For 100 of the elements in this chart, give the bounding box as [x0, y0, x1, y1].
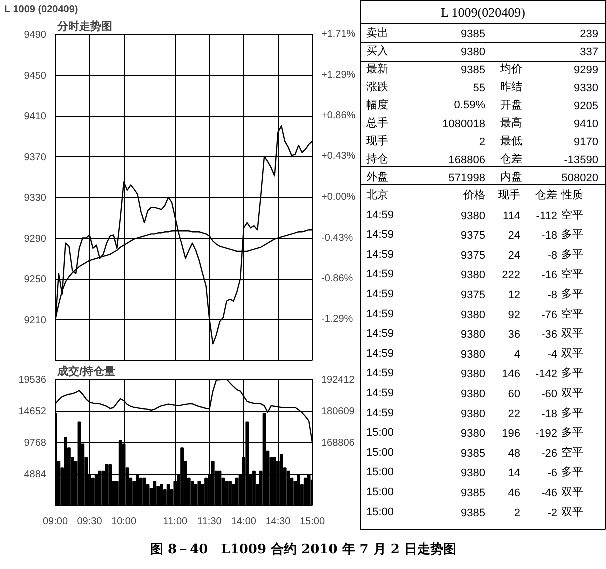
text: 22 — [508, 408, 521, 420]
text: 最新 — [366, 62, 388, 76]
text: 55 — [473, 82, 486, 94]
x-tick-label: 09:00 — [42, 516, 68, 528]
text: 9299 — [574, 64, 599, 76]
text: 性质 — [560, 188, 584, 202]
text: 9385 — [461, 488, 486, 500]
text: 空平 — [562, 446, 584, 459]
y-tick-label: 9250 — [24, 274, 47, 286]
text: 14:59 — [366, 388, 394, 400]
text: -8 — [548, 290, 558, 302]
text: 9380 — [461, 348, 486, 361]
text: -4 — [548, 348, 558, 361]
text: 双平 — [562, 486, 584, 498]
text: 9380 — [461, 329, 486, 342]
text: 9380 — [461, 408, 486, 420]
text: 空平 — [562, 307, 584, 320]
text: 60 — [508, 388, 521, 400]
text: -16 — [542, 270, 558, 282]
text: -26 — [542, 448, 558, 460]
text: 仓差 — [500, 154, 522, 166]
text: 双平 — [562, 348, 584, 360]
text: 14 — [508, 468, 521, 480]
x-tick-label: 10:00 — [112, 516, 137, 528]
text: 14:59 — [366, 288, 394, 300]
text: 2 — [514, 507, 521, 520]
text: -46 — [542, 488, 558, 500]
text: 9385 — [461, 64, 486, 76]
text: 9380 — [461, 428, 486, 440]
text: 多平 — [562, 229, 584, 242]
text: -8 — [548, 250, 558, 262]
text: 15:00 — [366, 486, 394, 498]
text: 48 — [508, 448, 521, 460]
x-tick-label: 11:30 — [198, 516, 222, 528]
text: 14:59 — [366, 368, 394, 380]
y-tick-label: 9210 — [24, 315, 47, 326]
text: 9385 — [461, 507, 486, 520]
text: 14:59 — [366, 268, 394, 281]
x-tick-label: 09:30 — [77, 516, 103, 528]
text: 双平 — [562, 388, 584, 400]
text: 508020 — [562, 172, 599, 184]
y2-tick-label: 192412 — [322, 375, 356, 386]
text: 9375 — [461, 230, 486, 242]
text: 9385 — [461, 448, 486, 460]
y-tick-label: 9330 — [24, 193, 47, 204]
text: 9380 — [461, 388, 486, 400]
text: 9205 — [574, 100, 599, 112]
text: 12 — [508, 290, 521, 302]
text: 168806 — [448, 154, 486, 166]
y2-tick-label: 168806 — [322, 438, 356, 449]
text: 开盘 — [500, 100, 522, 112]
text: 9385 — [461, 28, 486, 40]
text: 24 — [508, 230, 521, 242]
text: 239 — [580, 28, 599, 40]
text: 15:00 — [366, 427, 394, 440]
text: 571998 — [448, 172, 486, 184]
text: 价格 — [462, 190, 486, 202]
y2-tick-label: +1.71% — [322, 29, 356, 40]
text: 多平 — [562, 248, 584, 261]
text: 2 — [479, 136, 486, 148]
text: 双平 — [562, 506, 584, 518]
x-tick-label: 14:30 — [266, 516, 292, 528]
x-tick-label: 11:00 — [163, 516, 188, 528]
text: 外盘 — [366, 172, 388, 184]
x-tick-label: 15:00 — [300, 516, 326, 528]
text: 卖出 — [366, 26, 388, 40]
text: 92 — [508, 309, 521, 322]
y-tick-label: 9290 — [24, 234, 47, 245]
text: 9410 — [574, 118, 599, 130]
text: 9380 — [461, 309, 486, 322]
chart-title: 分时走势图 — [56, 20, 112, 33]
y2-tick-label: +0.43% — [322, 151, 356, 162]
text: 持仓 — [366, 154, 388, 166]
text: 222 — [502, 270, 521, 282]
text: 0.59% — [454, 100, 486, 112]
text: 多平 — [562, 288, 584, 300]
text: 14:59 — [366, 348, 394, 360]
text: 14:59 — [366, 407, 394, 420]
text: -18 — [542, 230, 558, 242]
text: -142 — [535, 368, 558, 381]
text: 图 8－40 L1009 合约 2010 年 7 月 2 日走势图 — [150, 542, 456, 558]
text: 幅度 — [366, 98, 388, 112]
text: -18 — [542, 408, 558, 420]
text: 涨跌 — [366, 82, 388, 94]
text: 9380 — [461, 270, 486, 282]
text: 24 — [508, 250, 521, 262]
y-tick-label: 9490 — [24, 30, 47, 41]
text: 114 — [502, 210, 521, 222]
text: -76 — [542, 309, 558, 322]
y-tick-label: 14652 — [18, 406, 47, 418]
text: 1080018 — [442, 118, 486, 130]
text: 空平 — [562, 208, 584, 222]
y-tick-label: 19536 — [18, 375, 47, 386]
text: 总手 — [366, 116, 388, 130]
text: -6 — [548, 468, 558, 480]
text: 14:59 — [366, 308, 394, 320]
text: -112 — [536, 210, 558, 222]
y2-tick-label: -0.43% — [322, 232, 354, 244]
text: 14:59 — [366, 229, 394, 242]
text: 多平 — [562, 407, 584, 420]
